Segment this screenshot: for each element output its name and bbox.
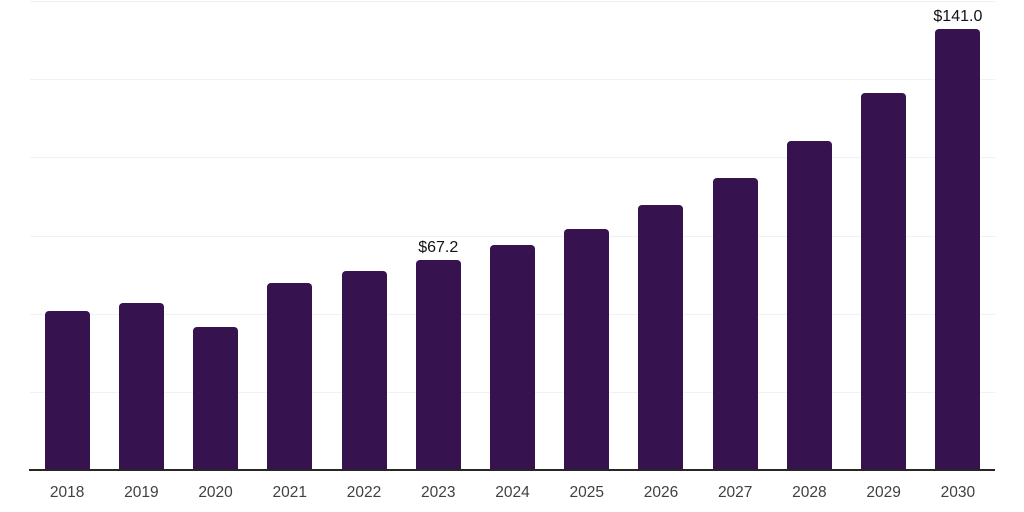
gridline-125 <box>30 79 995 81</box>
x-tick-label-2023: 2023 <box>421 484 456 501</box>
x-tick-label-2022: 2022 <box>346 484 382 501</box>
x-tick-label-2029: 2029 <box>866 484 901 501</box>
bar-2019[interactable] <box>118 303 164 470</box>
x-tick-label-2030: 2030 <box>940 484 976 501</box>
x-tick-label-2024: 2024 <box>495 484 530 501</box>
bar-2025[interactable] <box>564 229 610 470</box>
bar-2022[interactable] <box>341 271 387 470</box>
gridline-75 <box>30 235 995 237</box>
x-tick-label-2018: 2018 <box>49 484 85 501</box>
value-label-2023: $67.2 <box>418 238 459 256</box>
value-label-2030: $141.0 <box>933 8 983 26</box>
x-tick-label-2019: 2019 <box>124 484 159 501</box>
x-tick-label-2028: 2028 <box>792 484 827 501</box>
bar-2028[interactable] <box>786 141 832 470</box>
bar-2029[interactable] <box>861 93 907 470</box>
bar-2030[interactable] <box>935 29 981 470</box>
bar-2020[interactable] <box>193 326 239 470</box>
bar-2027[interactable] <box>712 178 758 470</box>
x-tick-label-2026: 2026 <box>643 484 679 501</box>
x-tick-label-2027: 2027 <box>717 484 753 501</box>
gridline-150 <box>30 1 995 2</box>
bar-2023[interactable] <box>415 259 461 470</box>
x-tick-label-2020: 2020 <box>198 484 233 501</box>
bar-2021[interactable] <box>267 283 313 470</box>
x-axis-line <box>29 469 995 471</box>
bar-2024[interactable] <box>490 245 535 470</box>
x-tick-label-2021: 2021 <box>272 484 308 501</box>
x-tick-label-2025: 2025 <box>569 484 604 501</box>
bar-2026[interactable] <box>638 205 684 470</box>
gridline-100 <box>30 157 995 159</box>
bar-2018[interactable] <box>44 311 90 470</box>
